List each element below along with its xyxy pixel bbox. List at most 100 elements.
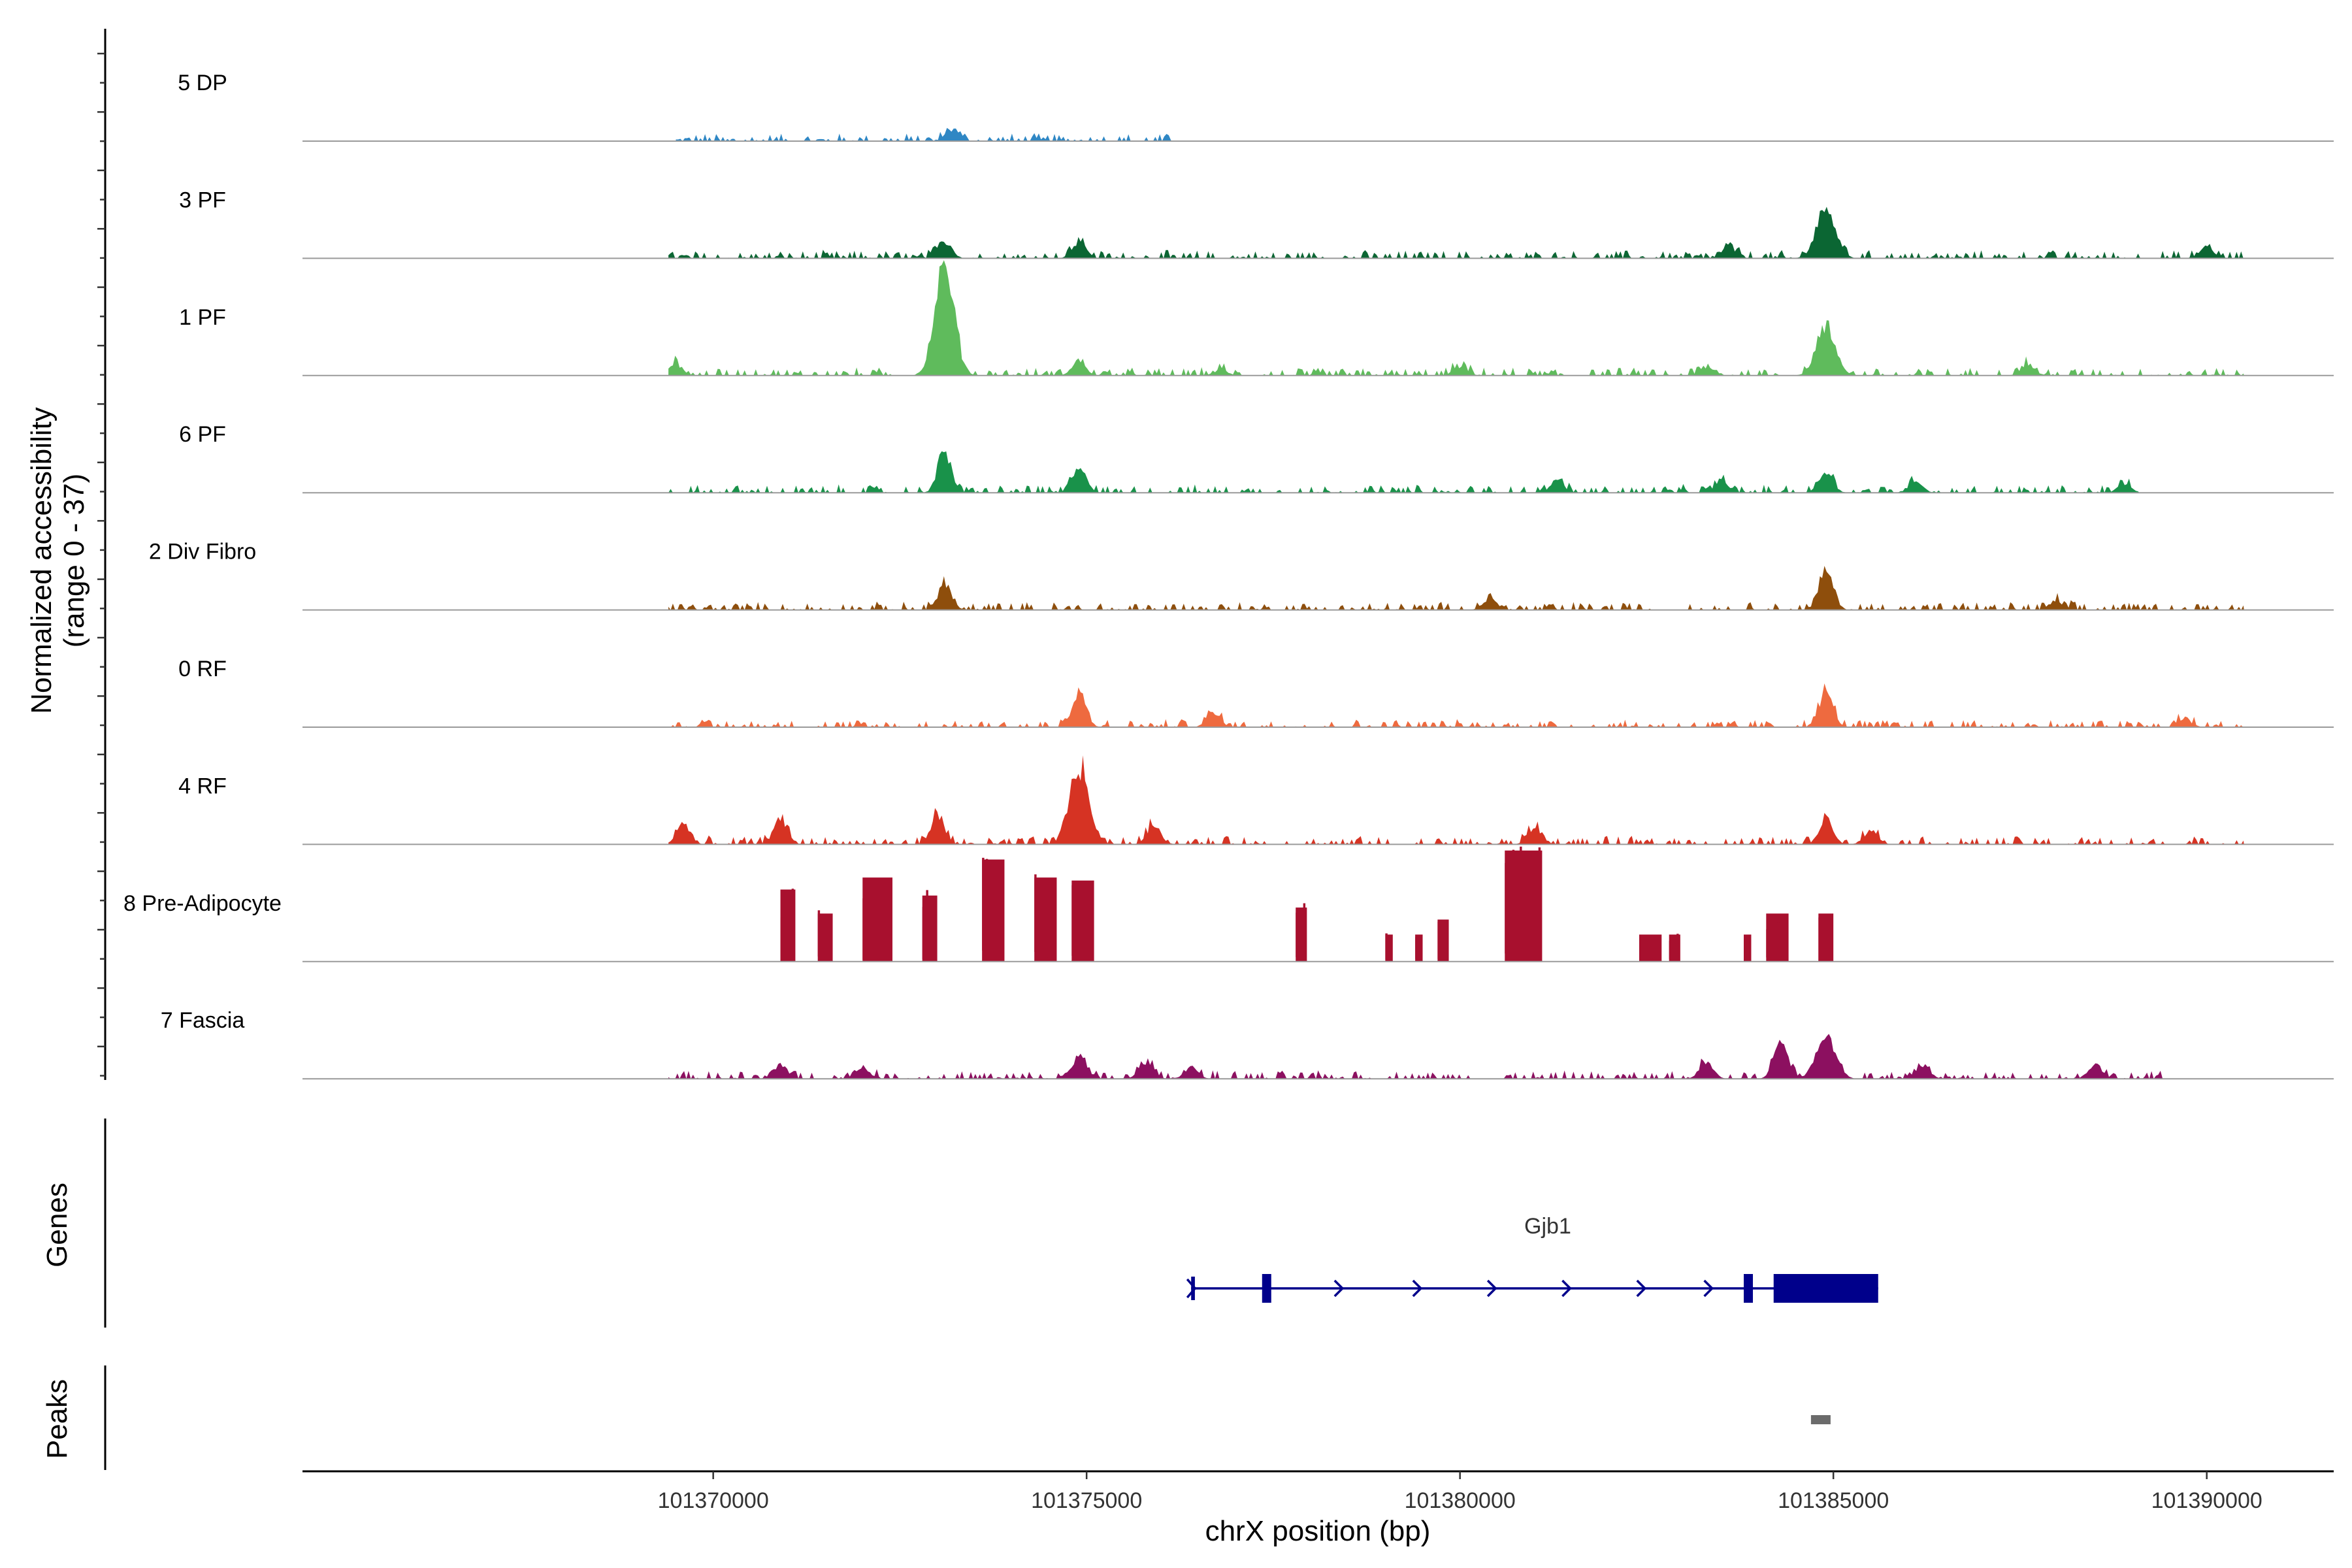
signal-bar-step xyxy=(1766,929,1769,958)
signal-bar-step xyxy=(885,896,887,953)
signal-bar-step xyxy=(1658,941,1661,959)
strand-arrow xyxy=(1561,1279,1572,1298)
x-axis-ticks: 101370000 101375000 101380000 101385000 1013… xyxy=(658,1471,2262,1513)
peak-region xyxy=(1810,1415,1831,1424)
signal-bar-step xyxy=(1531,890,1533,953)
signal-bar-step xyxy=(1090,907,1093,958)
signal-bar-step xyxy=(1523,870,1526,950)
signal-bar-step xyxy=(922,907,925,960)
track-0-rf: 0 RF xyxy=(178,657,2334,728)
signal-bar-step xyxy=(866,885,869,953)
signal-bar-step xyxy=(933,913,936,959)
track-label: 2 Div Fibro xyxy=(149,540,256,564)
coverage-tracks: 5 DP 3 PF 1 PF 6 PF 2 Div Fibro 0 RF 4 RF 8 Pre… xyxy=(123,71,2334,1080)
track-5-dp: 5 DP xyxy=(178,71,2334,142)
strand-arrow xyxy=(1333,1279,1345,1298)
track-label: 4 RF xyxy=(178,774,227,798)
signal-bar-step xyxy=(1418,936,1422,962)
track-3-pf: 3 PF xyxy=(179,188,2334,259)
track-8-pre-adipocyte: 8 Pre-Adipocyte xyxy=(123,846,2334,962)
signal-bar-step xyxy=(1642,938,1646,960)
track-7-fascia: 7 Fascia xyxy=(161,1008,2334,1080)
track-1-pf: 1 PF xyxy=(179,260,2334,376)
track-label: 0 RF xyxy=(178,657,227,681)
signal-bar-step xyxy=(791,889,794,958)
signal-bar-step xyxy=(1781,915,1784,957)
signal-bar-step xyxy=(1445,932,1448,961)
signal-bar-step xyxy=(1296,912,1298,958)
x-tick-label: 101370000 xyxy=(658,1488,769,1513)
signal-bar-step xyxy=(1049,907,1052,962)
x-axis-label: chrX position (bp) xyxy=(1205,1515,1431,1547)
signal-bar-step xyxy=(1770,914,1772,958)
signal-bar-step xyxy=(1676,934,1679,958)
signal-bar-step xyxy=(1437,921,1440,959)
signal-bar-step xyxy=(1516,852,1518,955)
signal-bar-step xyxy=(1534,853,1537,961)
strand-arrow xyxy=(1486,1279,1497,1298)
x-tick-label: 101380000 xyxy=(1405,1488,1516,1513)
signal-bar-step xyxy=(821,927,824,958)
signal-bar-step xyxy=(989,877,992,951)
signal-bar-step xyxy=(1505,862,1507,954)
track-label: 5 DP xyxy=(178,71,227,95)
signal-bar-step xyxy=(926,890,928,956)
signal-bar-step xyxy=(1071,885,1074,956)
signal-bar-step xyxy=(1389,943,1392,961)
signal-bar-step xyxy=(1034,874,1037,952)
signal-area xyxy=(668,1034,2170,1079)
signal-bar-step xyxy=(784,907,787,956)
signal-area xyxy=(668,683,2244,727)
signal-bar-step xyxy=(982,857,985,951)
signal-bar-step xyxy=(1818,917,1821,962)
signal-area xyxy=(668,451,2140,493)
signal-bar-step xyxy=(1784,923,1788,962)
signal-bar-step xyxy=(1744,939,1746,960)
track-label: 7 Fascia xyxy=(161,1008,245,1033)
y-axis-title: Normalized accessibility (range 0 - 37) xyxy=(25,407,90,713)
track-label: 3 PF xyxy=(179,188,226,212)
signal-bar-step xyxy=(817,910,821,956)
signal-bar-step xyxy=(1385,933,1388,960)
genes-label: Genes xyxy=(41,1183,73,1267)
signal-bar-step xyxy=(1303,903,1306,957)
strand-arrow xyxy=(1412,1279,1423,1298)
y-axis-label: Normalized accessibility xyxy=(25,407,57,713)
x-tick-label: 101385000 xyxy=(1778,1488,1889,1513)
track-label: 1 PF xyxy=(179,305,226,330)
signal-bar-step xyxy=(1299,919,1302,956)
signal-bar-step xyxy=(1041,906,1045,956)
signal-bar-step xyxy=(1045,892,1048,958)
track-label: 6 PF xyxy=(179,422,226,447)
x-tick-label: 101390000 xyxy=(2151,1488,2262,1513)
signal-bar-step xyxy=(780,917,783,962)
signal-area xyxy=(668,755,2244,845)
signal-bar-step xyxy=(1512,849,1515,953)
signal-bar-step xyxy=(997,868,1000,960)
peaks-label: Peaks xyxy=(41,1379,73,1459)
signal-bar-step xyxy=(985,858,988,960)
signal-bar-step xyxy=(874,887,876,956)
signal-bar-step xyxy=(1079,886,1082,961)
signal-bar-step xyxy=(1053,896,1056,955)
signal-bar-step xyxy=(1646,940,1649,960)
signal-bar-step xyxy=(1086,898,1089,958)
signal-bar-step xyxy=(930,906,932,955)
signal-bar-step xyxy=(877,885,880,959)
gene-exon xyxy=(1191,1277,1195,1300)
signal-bar-step xyxy=(1639,941,1642,961)
signal-bar-step xyxy=(1527,874,1529,952)
gene-exon xyxy=(1773,1274,1878,1303)
gene-exon xyxy=(1744,1274,1754,1303)
signal-bar-step xyxy=(889,911,891,960)
track-2-div-fibro: 2 Div Fibro xyxy=(149,540,2334,611)
signal-bar-step xyxy=(870,902,873,961)
signal-bar-step xyxy=(1747,936,1750,959)
signal-bar-step xyxy=(1508,853,1511,961)
signal-bar-step xyxy=(1037,906,1041,958)
signal-bar-step xyxy=(1441,920,1444,962)
signal-bar-step xyxy=(881,887,884,952)
signal-bar-step xyxy=(1825,930,1829,958)
signal-bar-step xyxy=(862,898,865,960)
